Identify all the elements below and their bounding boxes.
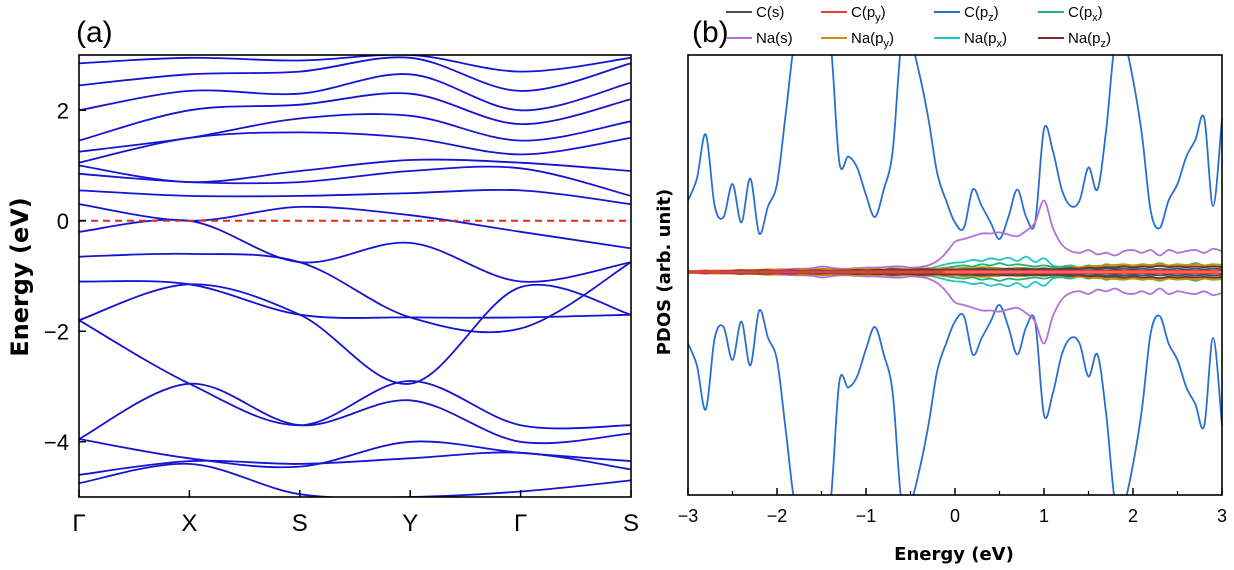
band-line	[79, 438, 631, 469]
band-y-axis-title: Energy (eV)	[6, 197, 34, 357]
pdos-x-tick-label: −2	[767, 506, 788, 526]
band-line	[79, 131, 631, 164]
kpoint-label: S	[623, 510, 639, 537]
legend-entry: C(s)	[726, 4, 784, 21]
band-line	[79, 462, 631, 497]
legend-label: Na(px)	[964, 30, 1007, 50]
pdos-x-tick-label: 0	[950, 506, 960, 526]
legend-label: C(pz)	[964, 4, 999, 24]
kpoint-label: Γ	[514, 510, 527, 537]
pdos-x-tick-label: −3	[678, 506, 699, 526]
panel-label-b: (b)	[692, 16, 729, 49]
legend-label: C(px)	[1068, 4, 1103, 24]
band-line	[79, 218, 631, 283]
pdos-y-axis-title: PDOS (arb. unit)	[654, 189, 675, 356]
panel-label-a: (a)	[76, 16, 113, 49]
band-line	[79, 252, 631, 334]
kpoint-label: X	[181, 510, 197, 537]
pdos-curve-up	[688, 269, 1222, 273]
kpoint-label: Y	[402, 510, 418, 537]
band-line	[79, 55, 631, 73]
legend-entry: C(pz)	[934, 4, 999, 24]
band-line	[79, 319, 631, 430]
legend-entry: Na(px)	[934, 30, 1007, 50]
pdos-x-tick-label: 3	[1217, 506, 1227, 526]
legend-entry: Na(py)	[821, 30, 894, 50]
band-structure-panel: (a) Energy (eV) −4 −2 0 2 Γ X S Y Γ S	[6, 16, 639, 537]
band-line	[79, 56, 631, 92]
band-line	[79, 113, 631, 153]
band-line	[79, 165, 631, 197]
pdos-x-tick-label: −1	[856, 506, 877, 526]
pdos-panel: (b) PDOS (arb. unit) Energy (eV) C(s) C(p…	[654, 4, 1227, 565]
pdos-curve-down	[688, 304, 1222, 495]
legend-label: C(py)	[851, 4, 886, 24]
pdos-x-tick-label: 2	[1128, 506, 1138, 526]
pdos-x-tick-label: 1	[1039, 506, 1049, 526]
legend-entry: C(px)	[1038, 4, 1103, 24]
legend-label: Na(pz)	[1068, 30, 1111, 50]
band-line	[79, 382, 631, 445]
legend-label: Na(py)	[851, 30, 894, 50]
legend-entry: C(py)	[821, 4, 886, 24]
band-y-tick-label: 0	[57, 209, 69, 234]
pdos-curve-up	[688, 262, 1222, 273]
pdos-curve-up	[688, 199, 1222, 272]
band-y-tick-label: −4	[44, 430, 69, 455]
band-y-tick-label: 2	[57, 98, 69, 123]
legend-entry: Na(pz)	[1038, 30, 1111, 50]
kpoint-label: S	[292, 510, 308, 537]
pdos-curve-down	[688, 271, 1222, 275]
band-line	[79, 158, 631, 184]
pdos-legend: C(s) C(py) C(pz) C(px) Na(s) Na(py) Na(px) Na(p…	[726, 4, 1111, 50]
pdos-curves	[688, 55, 1222, 495]
band-line	[79, 188, 631, 206]
band-line	[79, 92, 631, 142]
pdos-curve-down	[688, 272, 1222, 345]
pdos-curve-down	[688, 271, 1222, 282]
band-line	[79, 280, 631, 319]
band-line	[79, 73, 631, 112]
kpoint-label: Γ	[72, 510, 85, 537]
band-lines	[79, 55, 631, 497]
legend-label: Na(s)	[756, 30, 793, 47]
band-y-tick-label: −2	[44, 319, 69, 344]
legend-entry: Na(s)	[726, 30, 793, 47]
legend-label: C(s)	[756, 4, 784, 21]
band-line	[79, 203, 631, 250]
pdos-x-axis-title: Energy (eV)	[894, 544, 1014, 565]
band-plot-frame	[78, 54, 632, 498]
pdos-plot-frame	[687, 54, 1223, 496]
pdos-curve-up	[688, 55, 1222, 240]
